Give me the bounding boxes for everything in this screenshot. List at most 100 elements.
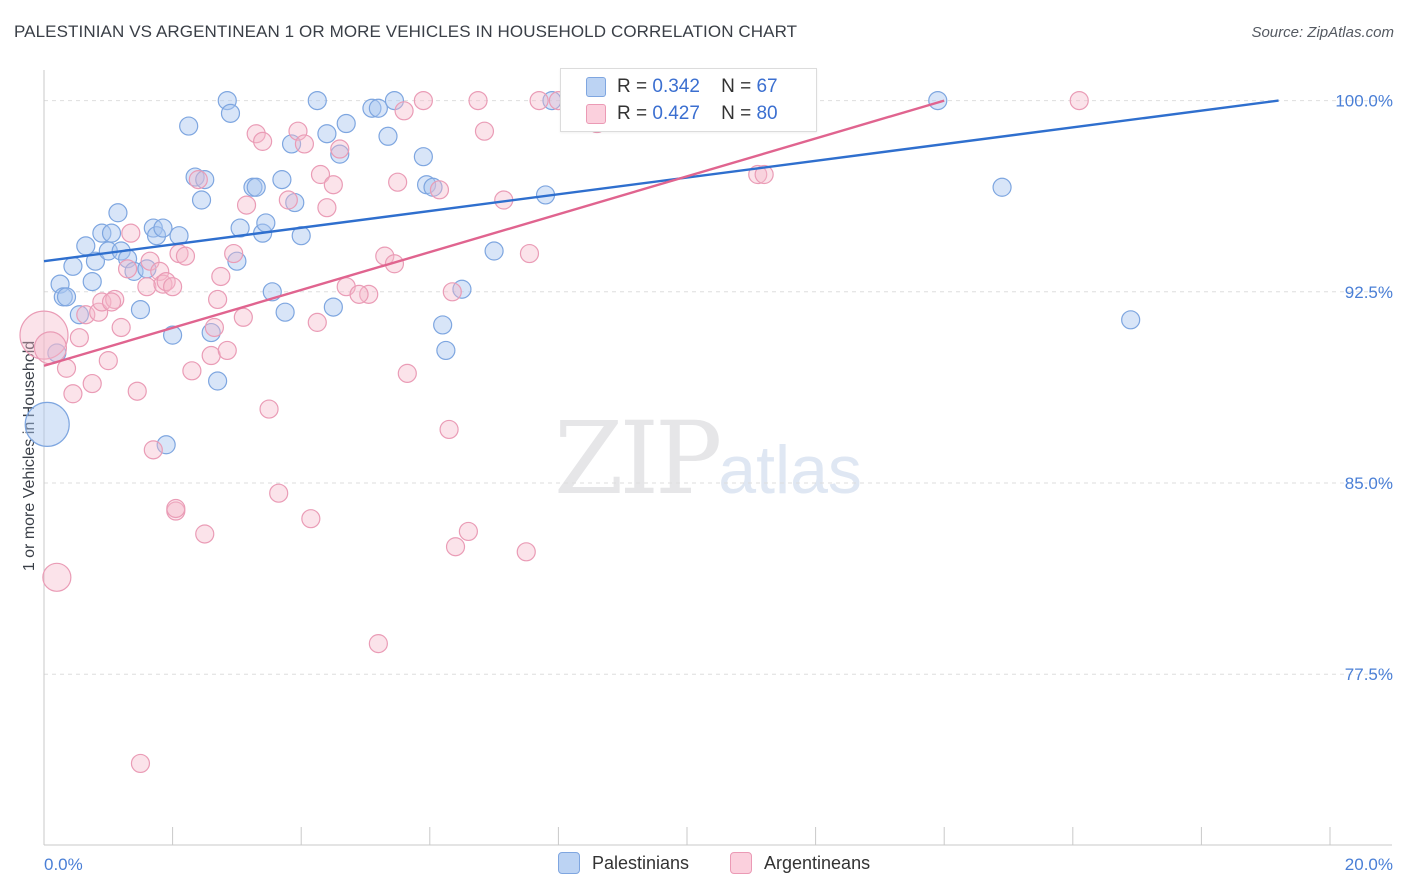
argentineans-point — [236, 195, 257, 215]
palestinians-point — [928, 90, 948, 111]
palestinians-point — [992, 177, 1012, 197]
palestinians-point — [336, 113, 356, 134]
argentineans-point — [117, 259, 138, 279]
argentineans-point — [150, 261, 170, 281]
palestinians-point — [378, 126, 398, 146]
argentineans-point — [233, 307, 253, 327]
argentineans-point — [19, 310, 69, 360]
palestinians-point — [101, 223, 122, 243]
palestinians-point — [307, 90, 327, 111]
argentineans-point — [33, 331, 68, 365]
r-label: R = — [617, 103, 648, 124]
palestinians-point — [217, 90, 237, 111]
x-tick-label: 0.0% — [44, 855, 83, 874]
argentineans-point — [130, 753, 151, 774]
argentineans-point — [445, 537, 466, 557]
argentineans-point — [82, 373, 102, 394]
argentineans-point — [101, 292, 122, 312]
argentineans-point — [529, 90, 549, 111]
palestinians-point — [24, 401, 70, 447]
argentineans-point — [201, 345, 221, 366]
palestinians-point — [330, 144, 350, 164]
y-tick-label: 77.5% — [1345, 665, 1393, 684]
stats-legend-argentineans: R = 0.427 N = 80 — [586, 102, 778, 126]
palestinians-point — [191, 190, 212, 210]
argentineans-point — [359, 284, 379, 304]
argentineans-point — [121, 223, 141, 243]
argentineans-point — [208, 289, 228, 310]
palestinians-point — [362, 98, 382, 118]
r-value-palestinians: 0.342 — [652, 76, 700, 97]
argentineans-point — [439, 419, 459, 440]
palestinians-point — [208, 371, 228, 391]
argentineans-point — [368, 634, 388, 654]
argentineans-point — [105, 289, 125, 310]
palestinians-point — [436, 340, 456, 361]
watermark-zip: ZIP — [554, 400, 722, 517]
palestinians-point — [146, 226, 167, 246]
palestinians-point — [384, 90, 405, 111]
palestinians-point — [153, 218, 173, 238]
argentineans-point — [195, 524, 215, 544]
palestinians-trendline — [43, 99, 1279, 263]
argentineans-point — [127, 381, 147, 401]
argentineans-point — [474, 121, 495, 141]
argentineans-point — [388, 172, 408, 192]
palestinians-legend-swatch — [558, 852, 580, 874]
n-value-argentineans: 80 — [756, 103, 778, 124]
argentineans-point — [63, 384, 83, 404]
argentineans-point — [442, 282, 462, 302]
argentineans-point — [111, 317, 131, 338]
argentineans-point — [516, 542, 536, 562]
argentineans-point — [468, 90, 488, 111]
n-label: N = — [721, 76, 752, 97]
argentineans-point — [754, 164, 774, 185]
n-label: N = — [721, 103, 752, 124]
palestinians-point — [195, 170, 215, 190]
argentineans-point — [397, 363, 417, 383]
palestinians-point — [156, 435, 176, 455]
argentineans-point — [98, 351, 118, 371]
argentineans-point — [246, 124, 266, 144]
argentineans-point — [301, 509, 321, 529]
y-tick-label: 100.0% — [1335, 92, 1393, 111]
argentineans-swatch — [586, 104, 606, 124]
palestinians-point — [272, 170, 292, 190]
argentineans-point — [330, 139, 350, 159]
palestinians-point — [82, 271, 102, 292]
r-value-argentineans: 0.427 — [652, 103, 700, 124]
argentineans-point — [310, 164, 331, 185]
palestinians-point — [323, 297, 343, 317]
argentineans-point — [1069, 90, 1089, 111]
argentineans-point — [323, 175, 343, 195]
argentineans-point — [224, 243, 244, 264]
argentineans-point — [166, 498, 186, 519]
argentineans-point — [217, 340, 237, 361]
argentineans-point — [253, 131, 273, 151]
palestinians-point — [275, 302, 295, 322]
n-value-palestinians: 67 — [756, 76, 778, 97]
argentineans-legend-label: Argentineans — [764, 852, 871, 873]
argentineans-point — [140, 251, 160, 271]
palestinians-point — [368, 98, 388, 118]
argentineans-point — [519, 243, 540, 264]
palestinians-point — [179, 116, 199, 136]
watermark: ZIPatlas — [554, 400, 862, 517]
palestinians-point — [484, 241, 504, 261]
argentineans-point — [294, 134, 315, 154]
y-tick-label: 85.0% — [1345, 474, 1393, 493]
palestinians-point — [201, 322, 221, 343]
argentineans-point — [69, 328, 89, 348]
palestinians-point — [256, 213, 276, 233]
argentineans-point — [211, 266, 231, 287]
palestinians-point — [220, 103, 241, 123]
r-label: R = — [617, 76, 648, 97]
y-tick-label: 92.5% — [1345, 283, 1393, 302]
argentineans-point — [156, 271, 176, 292]
legend-item-palestinians: Palestinians — [558, 852, 689, 874]
argentineans-point — [307, 312, 327, 332]
argentineans-point — [204, 317, 224, 338]
argentineans-point — [394, 101, 414, 121]
argentineans-point — [349, 284, 369, 304]
palestinians-point — [108, 203, 128, 223]
